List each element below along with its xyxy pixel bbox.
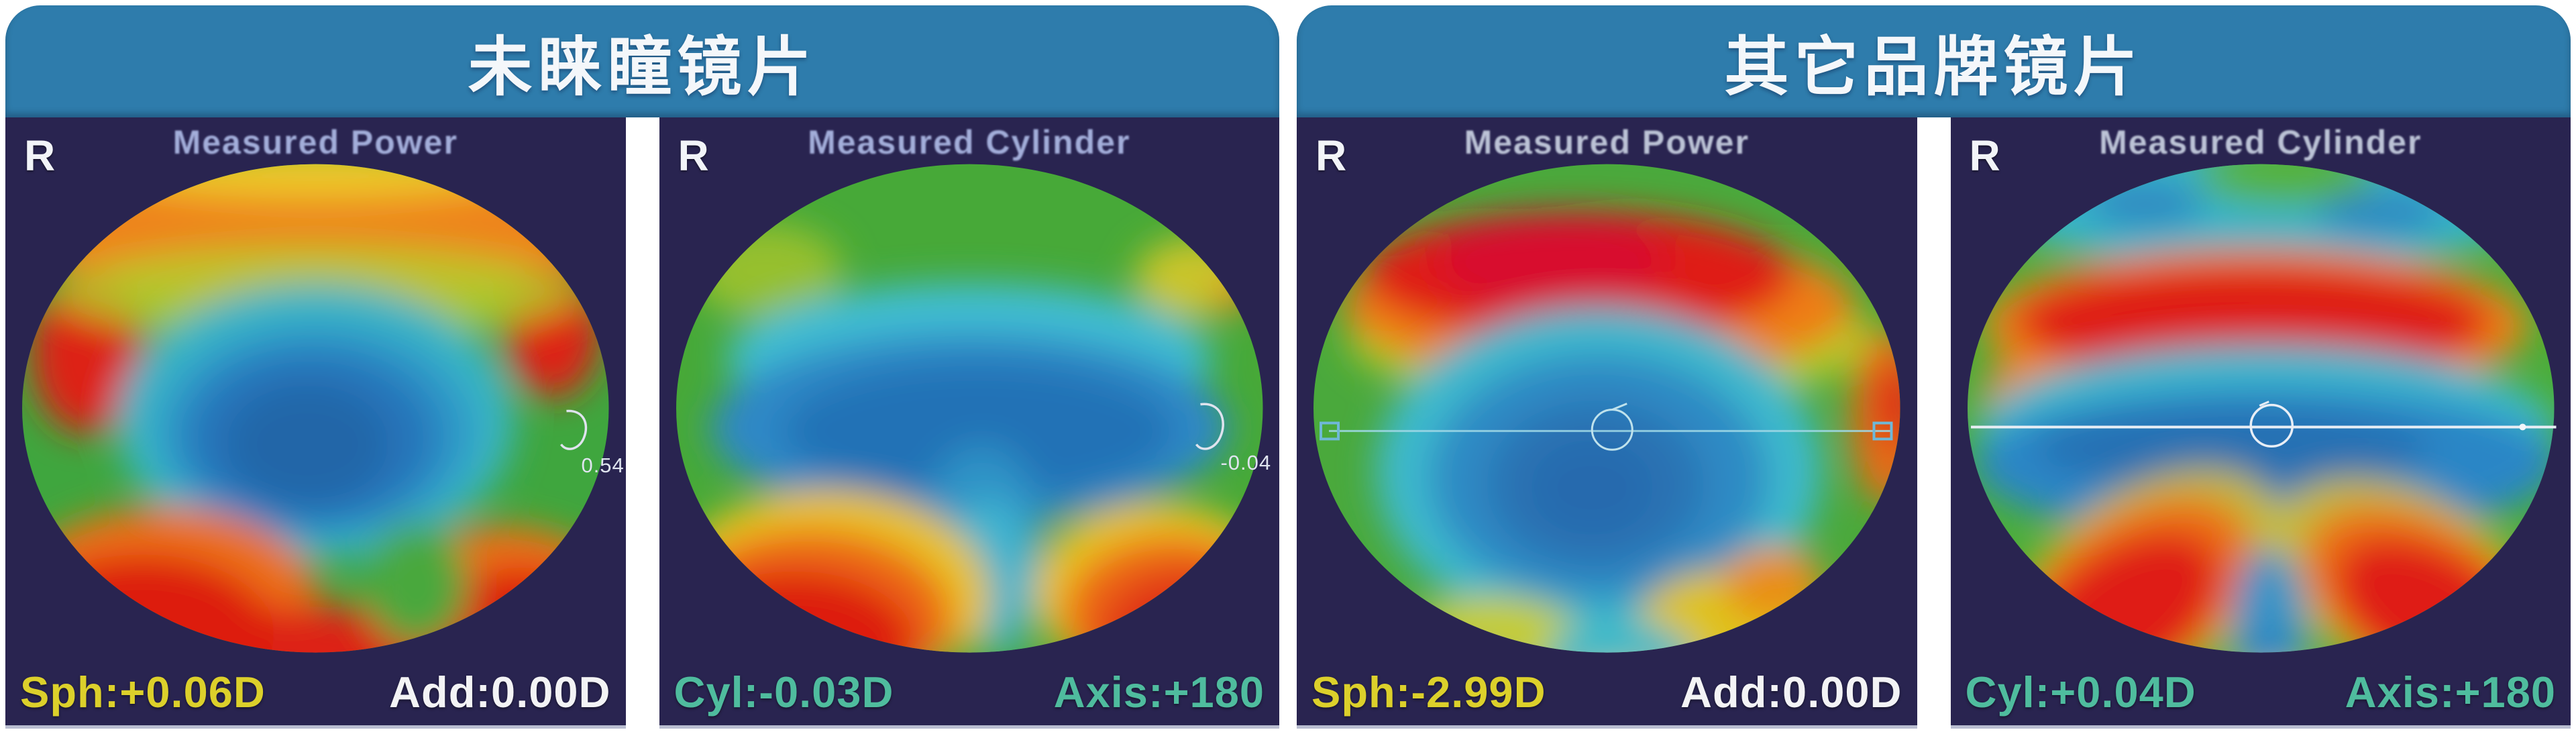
cyl-readout: Cyl:-0.03D bbox=[674, 668, 894, 717]
group-misight: 未睐瞳镜片 R Measured Power bbox=[5, 5, 1279, 729]
power-heatmap-left: 0.54 bbox=[22, 164, 624, 653]
group-other-brand: 其它品牌镜片 R Measured Power bbox=[1297, 5, 2571, 729]
meridian-line bbox=[1970, 423, 2556, 431]
eye-right-label: R bbox=[1316, 132, 1347, 180]
sph-readout: Sph:+0.06D bbox=[20, 668, 266, 717]
cylinder-heatmap-left: -0.04 bbox=[676, 164, 1271, 653]
readout-row: Sph:+0.06D Add:0.00D bbox=[5, 667, 626, 717]
eye-right-label: R bbox=[678, 132, 709, 180]
center-marker bbox=[2249, 401, 2294, 448]
eye-right-label: R bbox=[24, 132, 56, 180]
group-header-right: 其它品牌镜片 bbox=[1297, 5, 2571, 117]
panel-row-left: R Measured Power bbox=[5, 117, 1279, 729]
eye-right-label: R bbox=[1969, 132, 2000, 180]
measure-loop-marker bbox=[559, 409, 588, 450]
add-readout: Add:0.00D bbox=[1680, 668, 1902, 717]
center-marker bbox=[1591, 403, 1633, 451]
panel-power-right: R Measured Power bbox=[1297, 117, 1917, 729]
panel-title: Measured Power bbox=[172, 123, 458, 161]
panel-cylinder-right: R Measured Cylinder bbox=[1950, 117, 2571, 729]
panel-title: Measured Cylinder bbox=[2099, 123, 2422, 161]
panel-title: Measured Power bbox=[1464, 123, 1750, 161]
panel-row-right: R Measured Power bbox=[1297, 117, 2571, 729]
panel-title: Measured Cylinder bbox=[808, 123, 1131, 161]
power-heatmap-right bbox=[1313, 164, 1900, 653]
sph-readout: Sph:-2.99D bbox=[1311, 668, 1546, 717]
readout-row: Cyl:+0.04D Axis:+180 bbox=[1951, 667, 2571, 717]
cylinder-heatmap-right bbox=[1967, 164, 2556, 653]
cyl-readout: Cyl:+0.04D bbox=[1965, 668, 2196, 717]
readout-row: Cyl:-0.03D Axis:+180 bbox=[659, 667, 1280, 717]
group-header-right-label: 其它品牌镜片 bbox=[1724, 32, 2143, 103]
group-header-left-label: 未睐瞳镜片 bbox=[468, 32, 817, 103]
meridian-line bbox=[1320, 421, 1893, 441]
panel-power-left: R Measured Power bbox=[5, 117, 626, 729]
annotation-value: 0.54 bbox=[581, 454, 624, 477]
annotation-value: -0.04 bbox=[1220, 451, 1271, 474]
group-header-left: 未睐瞳镜片 bbox=[5, 5, 1279, 117]
readout-row: Sph:-2.99D Add:0.00D bbox=[1297, 667, 1917, 717]
axis-readout: Axis:+180 bbox=[1053, 668, 1265, 717]
panel-cylinder-left: R Measured Cylinder bbox=[659, 117, 1280, 729]
add-readout: Add:0.00D bbox=[389, 668, 611, 717]
axis-readout: Axis:+180 bbox=[2345, 668, 2556, 717]
measure-loop-marker bbox=[1195, 403, 1224, 450]
